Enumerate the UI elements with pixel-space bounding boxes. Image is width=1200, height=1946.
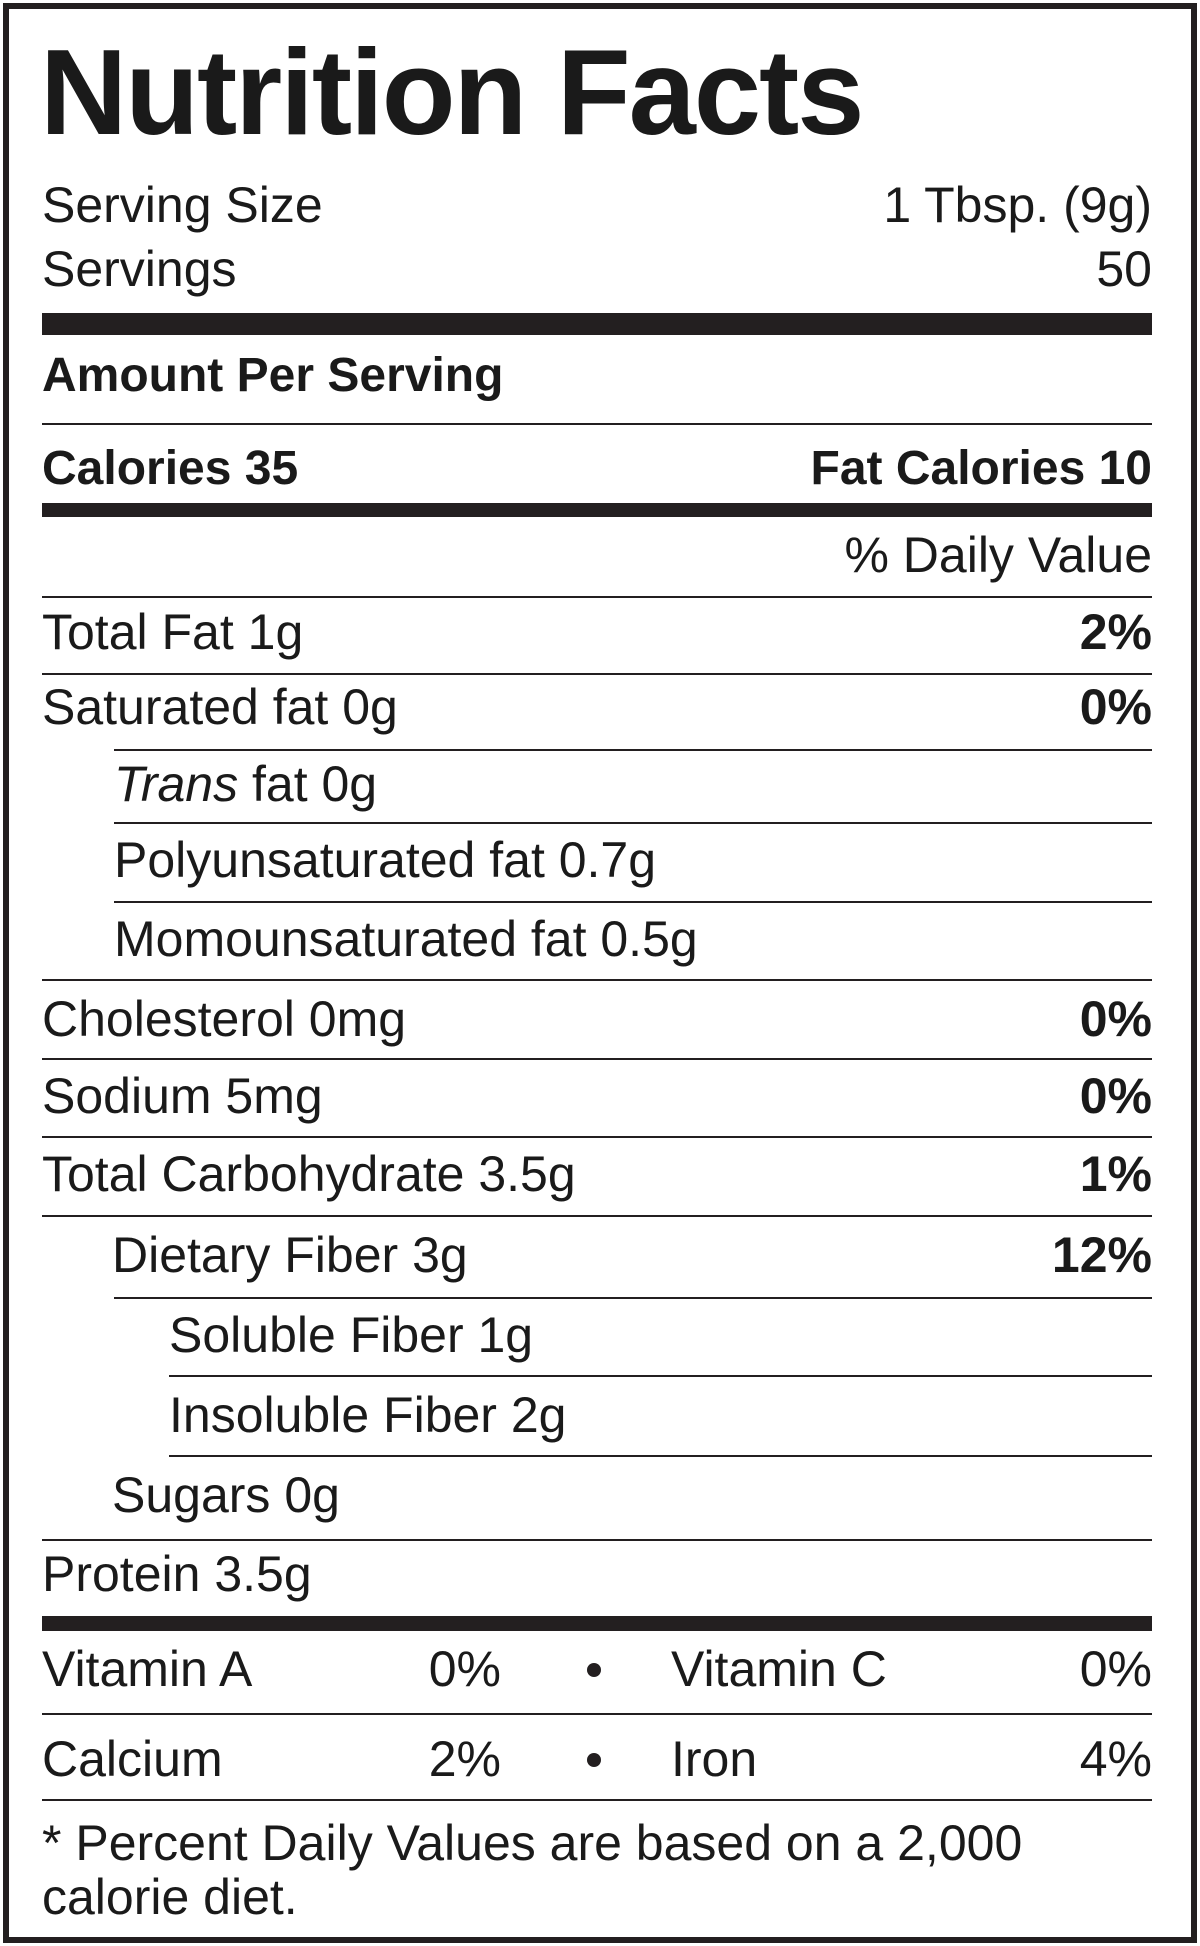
nutrient-dv: 12%: [1051, 1227, 1152, 1283]
servings-value: 50: [1096, 241, 1152, 297]
vitamin-a-value: 0%: [428, 1641, 501, 1697]
divider: [169, 1375, 1152, 1377]
divider: [169, 1455, 1152, 1457]
nutrient-dietary-fiber: Dietary Fiber 3g 12%: [112, 1227, 1152, 1283]
divider: [114, 749, 1152, 751]
nutrient-dv: 0%: [1079, 1068, 1152, 1124]
nutrient-dv: 0%: [1079, 679, 1152, 735]
iron-label: Iron: [671, 1731, 758, 1787]
nutrient-label: Protein 3.5g: [42, 1546, 312, 1602]
nutrient-saturated-fat: Saturated fat 0g 0%: [42, 679, 1152, 735]
nutrient-label: Saturated fat 0g: [42, 679, 398, 735]
thick-divider: [42, 313, 1152, 335]
serving-size-row: Serving Size 1 Tbsp. (9g): [42, 177, 1152, 233]
divider: [114, 901, 1152, 903]
servings-row: Servings 50: [42, 241, 1152, 297]
medium-divider: [42, 503, 1152, 517]
nutrient-sodium: Sodium 5mg 0%: [42, 1068, 1152, 1124]
calories: Calories 35: [42, 442, 299, 495]
amount-per-serving-label: Amount Per Serving: [42, 349, 504, 402]
serving-size-value: 1 Tbsp. (9g): [883, 177, 1152, 233]
nutrient-label: Total Fat 1g: [42, 604, 304, 660]
vitamin-c-value: 0%: [1079, 1641, 1152, 1697]
nutrient-label: Soluble Fiber 1g: [169, 1307, 534, 1363]
divider: [42, 423, 1152, 425]
divider: [42, 1799, 1152, 1801]
divider: [114, 1297, 1152, 1299]
nutrient-label: Sugars 0g: [112, 1467, 340, 1523]
nutrient-label: Dietary Fiber 3g: [112, 1227, 468, 1283]
nutrient-soluble-fiber: Soluble Fiber 1g: [169, 1307, 1152, 1363]
label-border: [3, 3, 1197, 1943]
vitamin-a-label: Vitamin A: [42, 1641, 253, 1697]
nutrient-dv: 1%: [1079, 1146, 1152, 1202]
calcium-label: Calcium: [42, 1731, 223, 1787]
nutrient-sugars: Sugars 0g: [112, 1467, 1152, 1523]
nutrient-cholesterol: Cholesterol 0mg 0%: [42, 991, 1152, 1047]
nutrient-label: Insoluble Fiber 2g: [169, 1387, 567, 1443]
divider: [42, 1713, 1152, 1715]
label-title: Nutrition Facts: [40, 24, 864, 160]
divider: [42, 979, 1152, 981]
serving-size-label: Serving Size: [42, 177, 323, 233]
nutrient-total-fat: Total Fat 1g 2%: [42, 604, 1152, 660]
nutrient-protein: Protein 3.5g: [42, 1546, 1152, 1602]
thick-divider: [42, 1616, 1152, 1631]
nutrient-monounsaturated-fat: Momounsaturated fat 0.5g: [114, 911, 1152, 967]
vitamin-c-label: Vitamin C: [671, 1641, 887, 1697]
amount-per-serving: Amount Per Serving: [42, 348, 1152, 404]
nutrient-label: Momounsaturated fat 0.5g: [114, 911, 698, 967]
bullet-icon: [587, 1753, 601, 1767]
divider: [42, 673, 1152, 675]
divider: [42, 1136, 1152, 1138]
daily-value-header-label: % Daily Value: [844, 527, 1152, 583]
nutrient-dv: 2%: [1079, 604, 1152, 660]
footnote: * Percent Daily Values are based on a 2,…: [42, 1815, 1023, 1925]
nutrient-label: Sodium 5mg: [42, 1068, 323, 1124]
fat-calories: Fat Calories 10: [810, 442, 1152, 495]
bullet-icon: [587, 1663, 601, 1677]
servings-label: Servings: [42, 241, 237, 297]
nutrient-insoluble-fiber: Insoluble Fiber 2g: [169, 1387, 1152, 1443]
nutrient-label: Cholesterol 0mg: [42, 991, 407, 1047]
calories-row: Calories 35 Fat Calories 10: [42, 441, 1152, 497]
nutrient-trans-fat: Trans fat 0g: [114, 756, 1152, 812]
nutrient-label: Total Carbohydrate 3.5g: [42, 1146, 576, 1202]
divider: [42, 596, 1152, 598]
nutrient-label: Polyunsaturated fat 0.7g: [114, 832, 657, 888]
divider: [42, 1539, 1152, 1541]
divider: [42, 1058, 1152, 1060]
daily-value-header: % Daily Value: [42, 527, 1152, 583]
iron-value: 4%: [1079, 1731, 1152, 1787]
nutrient-polyunsaturated-fat: Polyunsaturated fat 0.7g: [114, 832, 1152, 888]
nutrient-dv: 0%: [1079, 991, 1152, 1047]
calcium-value: 2%: [428, 1731, 501, 1787]
divider: [114, 822, 1152, 824]
nutrient-label: fat 0g: [238, 756, 378, 812]
divider: [42, 1215, 1152, 1217]
nutrient-total-carbohydrate: Total Carbohydrate 3.5g 1%: [42, 1146, 1152, 1202]
nutrient-label-italic: Trans: [114, 756, 239, 812]
